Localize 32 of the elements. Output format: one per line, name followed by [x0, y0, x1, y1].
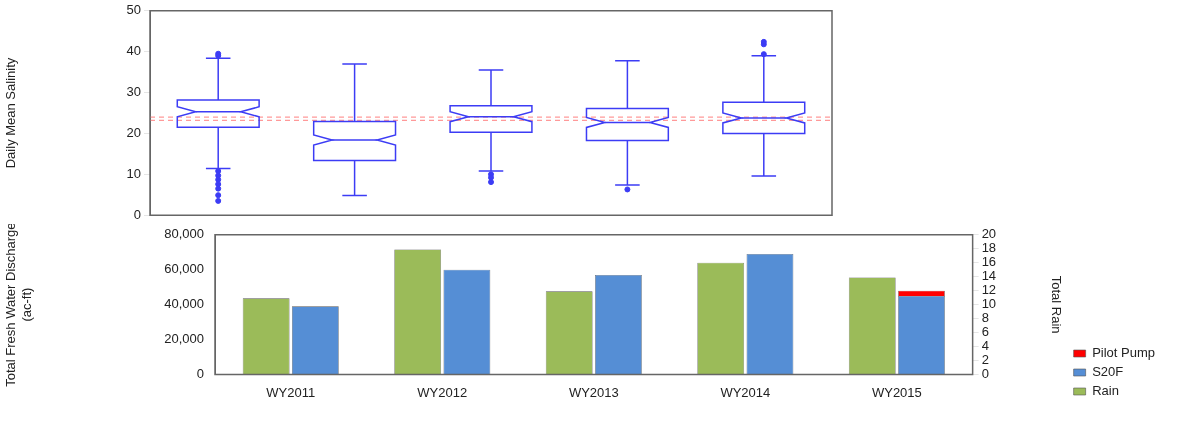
y-tick-label: 30: [126, 84, 141, 100]
x-tick-label: WY2014: [720, 384, 771, 400]
y2-tick-label: 0: [981, 365, 989, 381]
y-tick-label: 40: [126, 43, 141, 59]
y2-tick-label: 4: [981, 338, 989, 354]
y2-tick-label: 10: [981, 296, 997, 312]
legend-label: S20F: [1092, 364, 1124, 380]
y-tick-label: 60,000: [164, 261, 204, 277]
y2-tick-label: 18: [981, 240, 997, 256]
y-tick-label: 20: [126, 125, 141, 141]
y2-tick-label: 16: [981, 254, 997, 270]
y2-tick-label: 2: [981, 352, 989, 368]
y2-tick-label: 6: [981, 324, 989, 340]
y-tick-label: 20,000: [164, 331, 204, 347]
y-tick-label: 0: [196, 365, 204, 381]
x-tick-label: WY2012: [417, 384, 468, 400]
x-tick-label: WY2015: [871, 384, 922, 400]
y-tick-label: 80,000: [164, 226, 204, 242]
y-tick-label: 0: [133, 206, 141, 222]
y-tick-label: 40,000: [164, 296, 204, 312]
y2-axis-title: Total Rain: [1049, 275, 1065, 334]
y2-tick-label: 14: [981, 268, 997, 284]
x-tick-label: WY2011: [266, 384, 316, 400]
y-tick-label: 50: [126, 2, 141, 18]
legend-label: Rain: [1092, 383, 1119, 399]
x-tick-label: WY2013: [568, 384, 619, 400]
y2-tick-label: 12: [981, 282, 997, 298]
legend-label: Pilot Pump: [1092, 345, 1156, 361]
y-axis-title: Daily Mean Salinity: [3, 57, 19, 169]
y-tick-label: 10: [126, 165, 141, 181]
y2-tick-label: 20: [981, 226, 997, 242]
y2-tick-label: 8: [981, 310, 989, 326]
